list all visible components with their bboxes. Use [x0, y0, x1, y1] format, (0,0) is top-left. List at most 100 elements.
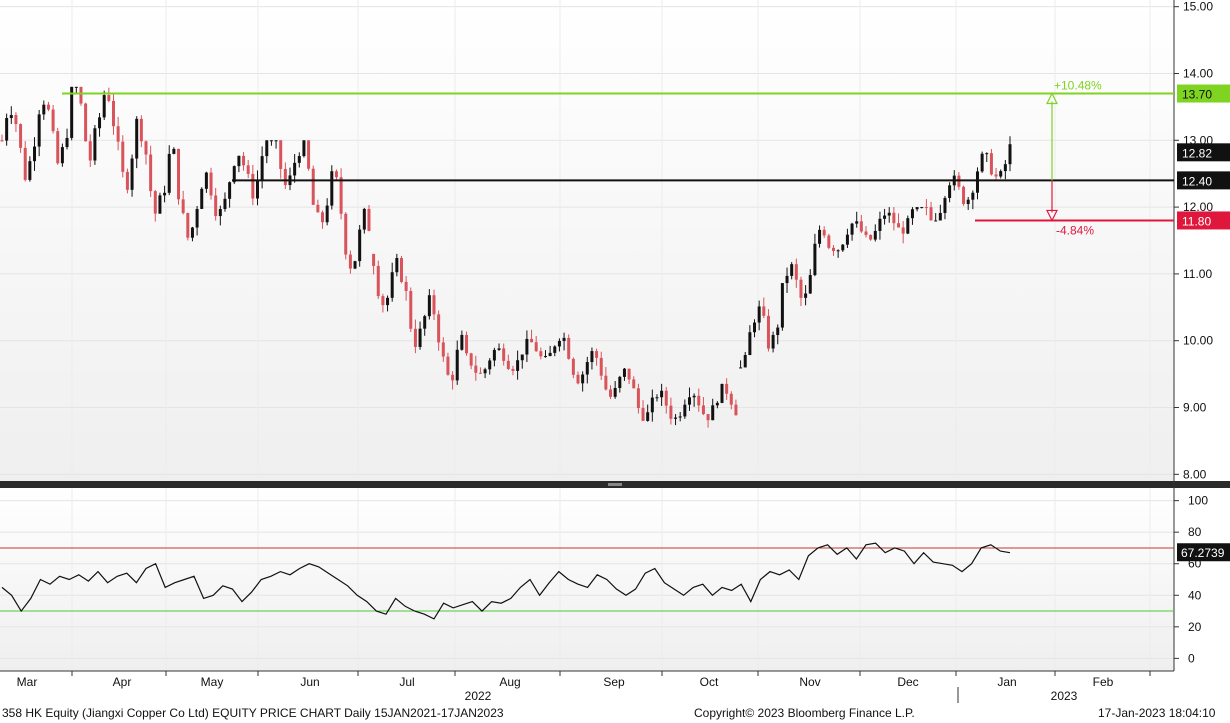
candle-body — [557, 340, 561, 347]
candle-body — [706, 414, 710, 421]
candle-body — [548, 352, 552, 357]
candle-body — [1003, 164, 1007, 172]
candle-body — [776, 327, 780, 336]
candle-body — [669, 405, 673, 419]
candle-body — [692, 395, 696, 398]
candle-body — [790, 264, 794, 276]
candle-body — [678, 416, 682, 418]
candle-body — [799, 279, 803, 298]
candle-body — [135, 118, 139, 159]
candle-body — [19, 124, 23, 148]
month-label: May — [201, 675, 224, 689]
candle-body — [386, 297, 390, 306]
candle-body — [325, 205, 329, 223]
upside-percent-label: +10.48% — [1054, 79, 1102, 93]
candle-body — [924, 207, 928, 209]
candle-body — [831, 247, 835, 251]
rsi-tick-label: 0 — [1188, 651, 1195, 665]
downside-arrow-head — [1046, 209, 1058, 222]
candle-body — [989, 153, 993, 175]
candle-body — [985, 153, 989, 155]
candle-body — [98, 117, 102, 129]
price-tick-label: 10.00 — [1183, 334, 1213, 348]
candle-body — [553, 346, 557, 353]
candle-body — [822, 229, 826, 236]
candle-body — [841, 244, 845, 251]
candle-body — [260, 156, 264, 180]
candle-body — [920, 207, 924, 209]
candle-body — [460, 334, 464, 350]
candle-body — [307, 140, 311, 169]
candle-body — [883, 215, 887, 219]
candle-body — [413, 328, 417, 347]
candle-body — [423, 316, 427, 329]
candle-body — [367, 208, 371, 231]
candle-body — [753, 322, 757, 333]
month-label: Jan — [997, 675, 1016, 689]
candle-body — [125, 171, 129, 190]
candle-body — [646, 412, 650, 421]
candle-body — [218, 209, 222, 217]
candle-body — [850, 223, 854, 235]
candle-body — [530, 338, 534, 343]
candle-body — [181, 199, 185, 214]
candle-body — [506, 360, 510, 369]
candle-body — [762, 306, 766, 316]
candle-body — [265, 140, 269, 157]
candle-body — [362, 208, 366, 230]
candle-body — [251, 173, 255, 199]
candle-body — [534, 342, 538, 352]
candle-body — [516, 360, 520, 371]
resistance-price-tag: 13.70 — [1182, 88, 1212, 102]
candle-body — [93, 128, 97, 161]
rsi-last-tag-box — [1177, 543, 1230, 562]
candle-body — [613, 387, 617, 397]
candle-body — [873, 230, 877, 240]
price-tick-label: 9.00 — [1183, 401, 1207, 415]
candle-body — [962, 186, 966, 205]
candle-body — [595, 351, 599, 358]
candle-body — [116, 126, 120, 142]
candle-body — [23, 147, 27, 180]
candle-body — [441, 342, 445, 357]
month-label: Jun — [300, 675, 319, 689]
candle-body — [381, 296, 385, 306]
candle-body — [28, 161, 32, 180]
candle-body — [418, 328, 422, 347]
candle-body — [483, 369, 487, 374]
candle-body — [269, 140, 273, 142]
candle-body — [869, 234, 873, 240]
month-label: Dec — [897, 675, 918, 689]
candle-body — [330, 171, 334, 206]
candle-body — [502, 348, 506, 361]
year-label-2023: 2023 — [1051, 689, 1078, 703]
current-level-tag: 12.40 — [1182, 174, 1212, 188]
candle-body — [585, 362, 589, 375]
candle-body — [311, 168, 315, 205]
candle-body — [1008, 144, 1012, 165]
candle-body — [60, 147, 64, 164]
candle-body — [906, 218, 910, 234]
price-panel-background — [0, 0, 1174, 481]
price-tick-label: 8.00 — [1183, 467, 1207, 481]
candle-body — [395, 258, 399, 273]
candle-body — [934, 220, 938, 222]
candle-body — [158, 195, 162, 214]
candle-body — [209, 172, 213, 196]
candle-body — [794, 264, 798, 280]
candle-body — [636, 388, 640, 409]
candle-body — [279, 140, 283, 169]
candle-body — [167, 153, 171, 193]
candle-body — [999, 171, 1003, 177]
month-label: Jul — [399, 675, 414, 689]
candle-body — [102, 95, 106, 118]
candle-body — [543, 356, 547, 358]
candle-body — [65, 137, 69, 148]
candle-body — [660, 390, 664, 398]
candle-body — [780, 283, 784, 328]
candle-body — [372, 253, 376, 266]
month-label: Nov — [799, 675, 820, 689]
candle-body — [302, 140, 306, 157]
candle-body — [465, 334, 469, 354]
candle-body — [599, 357, 603, 376]
